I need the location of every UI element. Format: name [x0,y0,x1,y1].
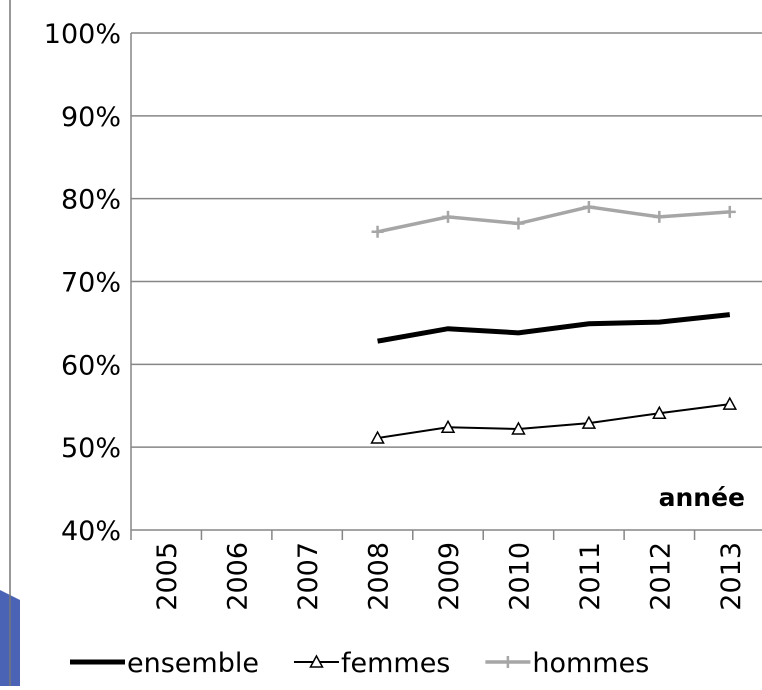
x-tick-label: 2009 [434,542,465,611]
marker [512,217,525,230]
x-tick-label: 2006 [223,542,254,611]
x-tick-label: 2010 [504,542,535,611]
series-line [377,312,731,344]
marker [501,656,514,668]
y-tick-label: 60% [61,350,121,381]
y-tick-label: 100% [44,19,121,50]
x-tick-label: 2005 [152,542,183,611]
marker [722,396,738,410]
marker [653,210,666,223]
marker [723,205,736,218]
legend-label: ensemble [127,648,259,679]
marker [371,225,384,238]
y-tick-label: 40% [61,516,121,547]
x-axis-label: année [659,483,745,512]
y-tick-label: 80% [61,185,121,216]
marker [370,430,385,444]
marker [652,405,667,419]
series-line [377,205,730,234]
series-line [377,403,730,440]
x-tick-label: 2011 [575,542,606,611]
marker [581,415,597,429]
marker [582,200,595,213]
legend-label: hommes [532,648,649,679]
y-tick-label: 90% [61,102,121,133]
legend-label: femmes [341,648,450,679]
x-tick-label: 2013 [716,542,747,611]
marker [511,421,526,435]
marker [442,210,454,223]
x-tick-label: 2007 [293,542,324,611]
x-tick-label: 2012 [645,542,676,611]
y-tick-label: 50% [61,433,121,464]
x-tick-label: 2008 [364,542,395,611]
marker [440,419,456,434]
y-tick-label: 70% [61,268,121,299]
marker [309,654,324,668]
